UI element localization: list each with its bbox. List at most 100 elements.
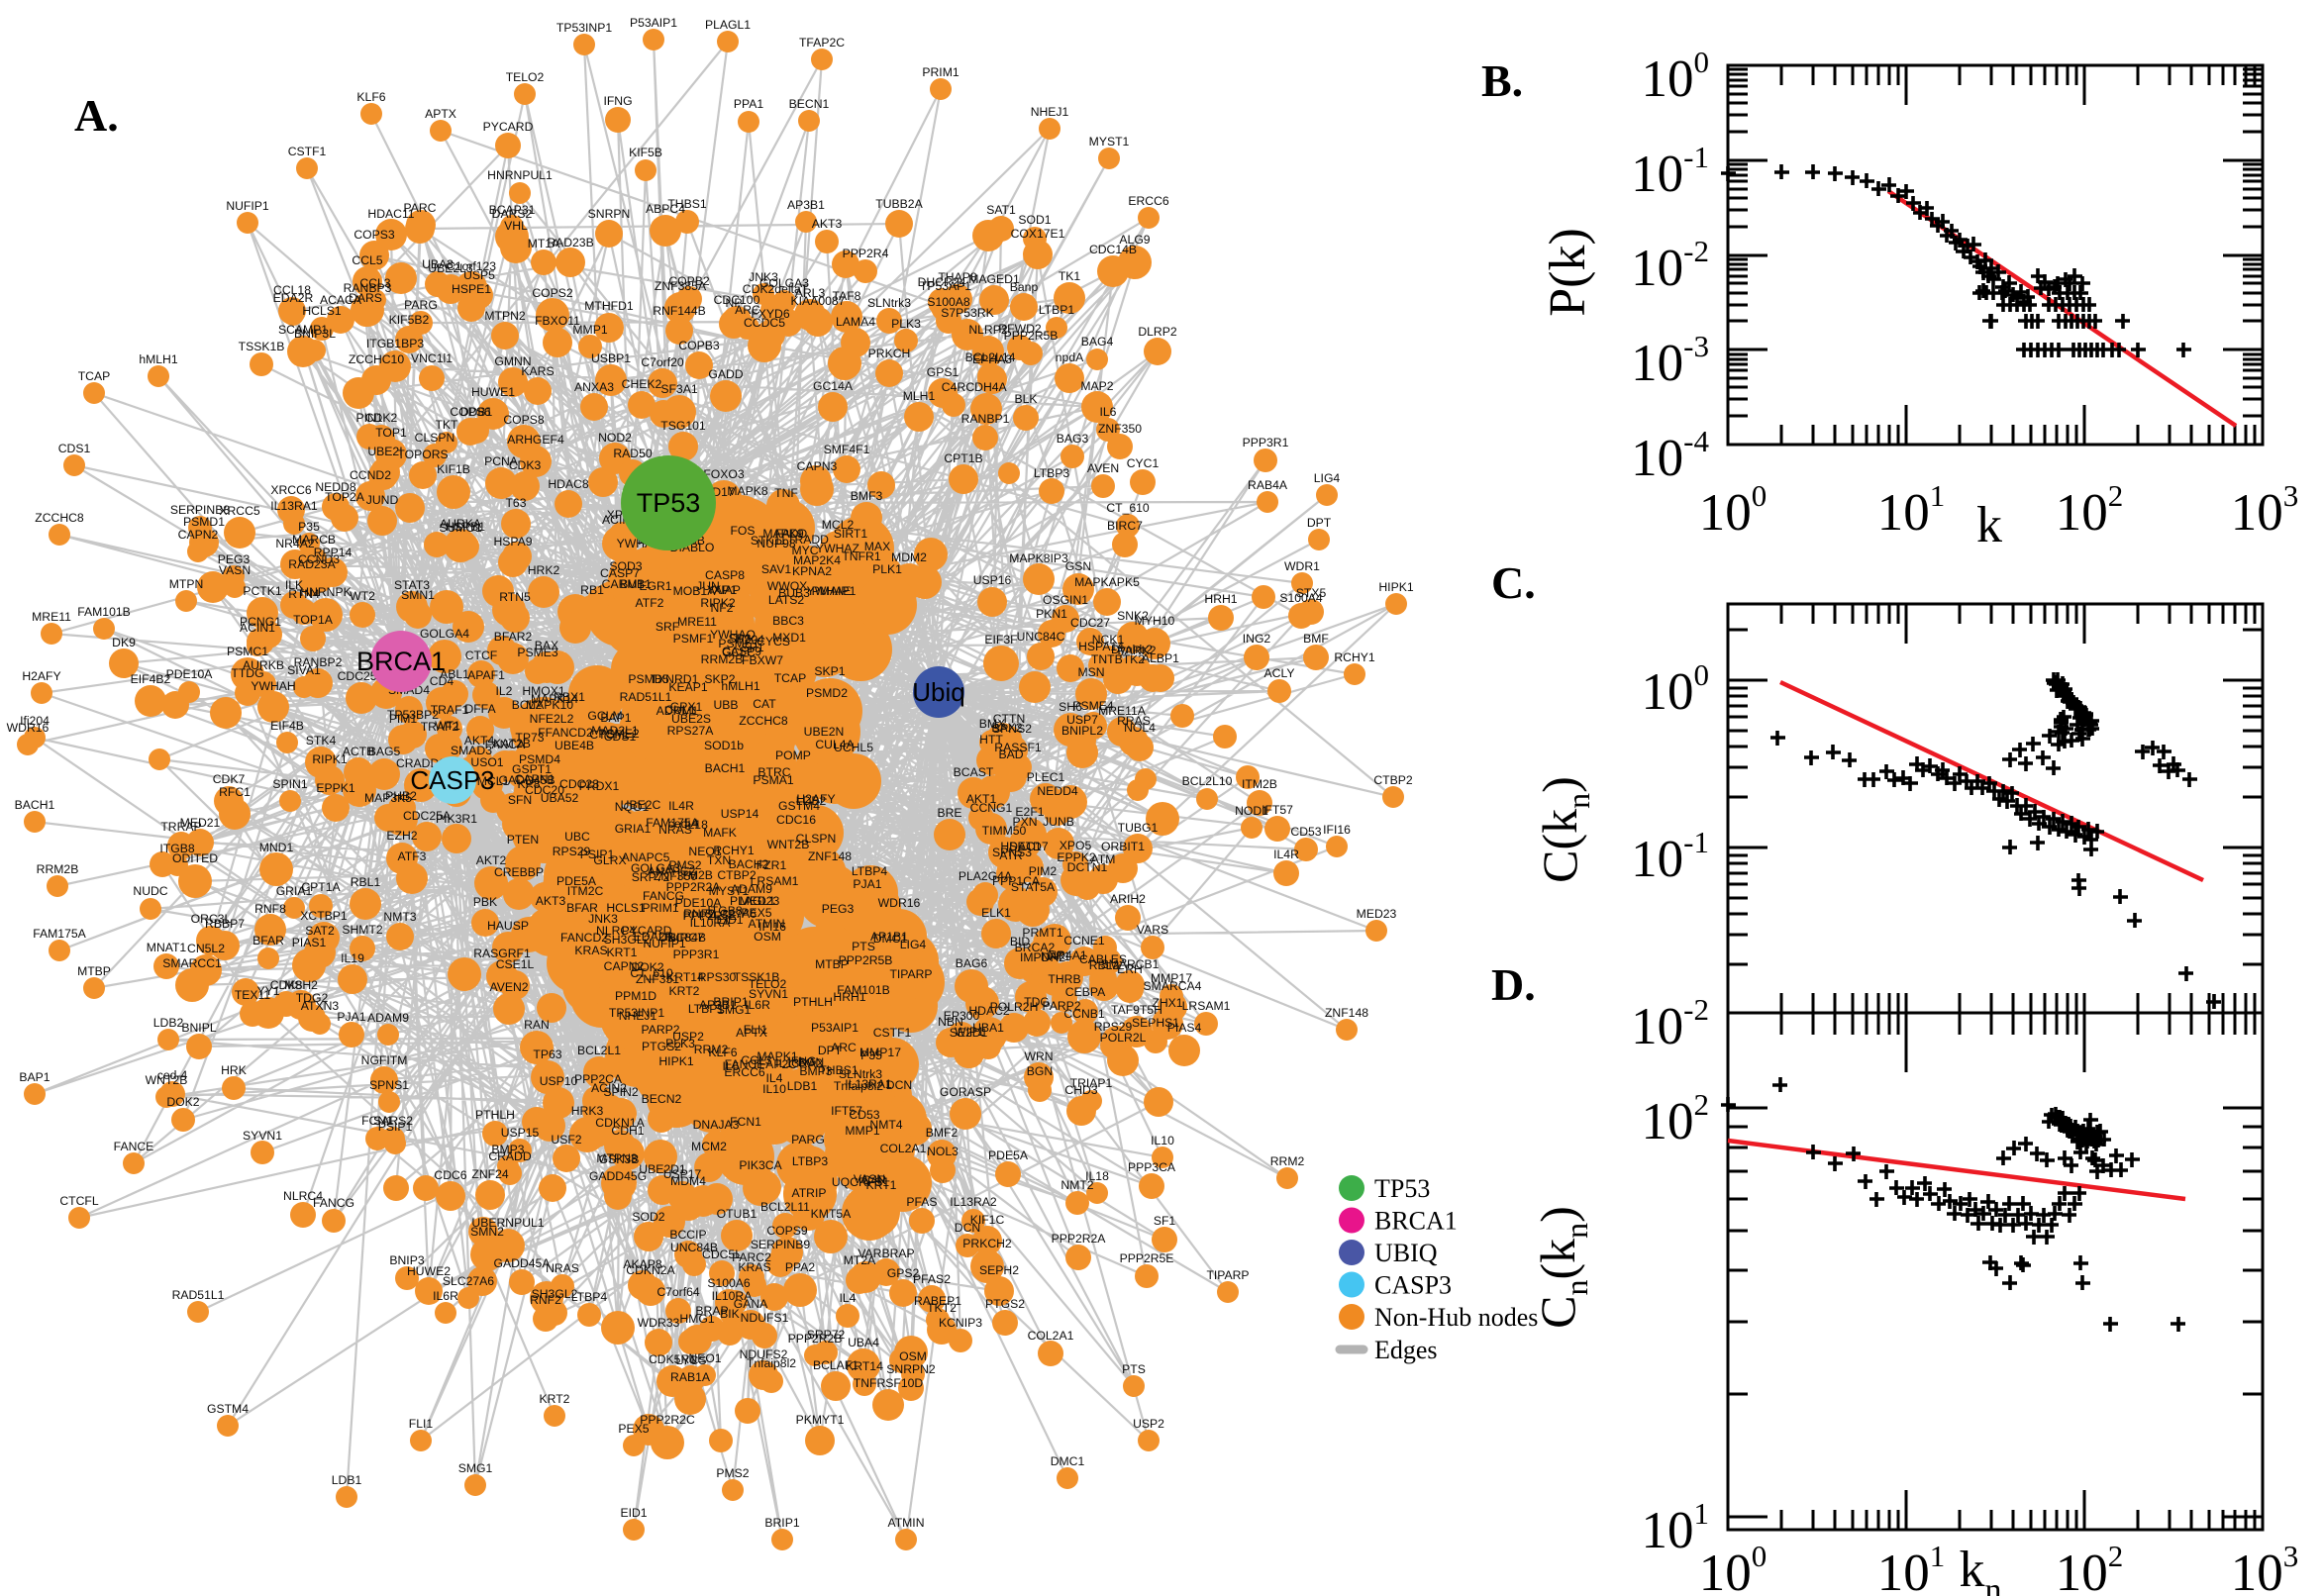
svg-text:USP2: USP2	[672, 1030, 704, 1044]
svg-text:NOD2: NOD2	[598, 431, 632, 445]
svg-text:ITGB8: ITGB8	[159, 842, 194, 855]
svg-text:BRCA1: BRCA1	[1374, 1207, 1458, 1236]
svg-text:TEX11: TEX11	[235, 988, 271, 1002]
svg-text:IL4R: IL4R	[1273, 848, 1299, 861]
svg-text:PDE5A: PDE5A	[988, 1148, 1029, 1162]
svg-text:RBL2: RBL2	[1089, 958, 1120, 972]
svg-text:CABLES: CABLES	[1079, 952, 1127, 966]
svg-text:HRH1: HRH1	[833, 990, 865, 1004]
svg-text:TOP1: TOP1	[375, 426, 407, 440]
svg-text:SEPH2: SEPH2	[979, 1263, 1019, 1277]
svg-text:ZCCHC8: ZCCHC8	[739, 714, 788, 728]
svg-text:MTBP: MTBP	[77, 964, 111, 978]
svg-text:BFAR: BFAR	[252, 934, 284, 948]
svg-text:MARCB: MARCB	[292, 533, 336, 547]
svg-text:OSM: OSM	[754, 930, 781, 944]
svg-text:RAD23B: RAD23B	[547, 236, 593, 249]
svg-text:BUB1: BUB1	[620, 577, 652, 591]
svg-text:CN5L2: CN5L2	[187, 942, 225, 955]
svg-text:LTBP3: LTBP3	[792, 1154, 829, 1168]
svg-text:WDR16: WDR16	[7, 721, 50, 735]
svg-text:CDK2deltaT: CDK2deltaT	[743, 282, 809, 296]
svg-text:PPM1D: PPM1D	[615, 989, 656, 1003]
svg-text:ANAPC2: ANAPC2	[648, 864, 696, 878]
svg-text:ZNF148: ZNF148	[808, 849, 852, 863]
svg-text:PEX5: PEX5	[741, 906, 771, 920]
svg-text:SOD1: SOD1	[1018, 213, 1051, 227]
svg-text:A.: A.	[74, 90, 119, 141]
svg-text:MYH10: MYH10	[1135, 614, 1175, 628]
svg-text:NLRP2: NLRP2	[968, 323, 1008, 337]
svg-text:P53AIP1: P53AIP1	[811, 1021, 858, 1035]
svg-text:PDE5A: PDE5A	[556, 874, 597, 888]
svg-text:FLI1: FLI1	[744, 1023, 768, 1037]
svg-text:MCM2: MCM2	[691, 1140, 727, 1153]
svg-text:GADD45G: GADD45G	[589, 1169, 647, 1183]
svg-text:LDB1: LDB1	[332, 1473, 362, 1487]
svg-text:CAPN3: CAPN3	[797, 459, 838, 473]
svg-text:PPP2R5E: PPP2R5E	[683, 909, 738, 923]
svg-text:ING2: ING2	[1243, 632, 1271, 646]
svg-text:SKP2: SKP2	[704, 672, 735, 686]
svg-text:DMC1: DMC1	[873, 932, 908, 946]
svg-text:LAMA4: LAMA4	[836, 315, 875, 329]
svg-text:RTN4: RTN4	[288, 587, 320, 601]
svg-text:BRE: BRE	[937, 806, 961, 820]
svg-text:Ifi204: Ifi204	[20, 714, 50, 728]
svg-text:ITM2C: ITM2C	[567, 884, 604, 898]
svg-text:CARM1: CARM1	[602, 577, 645, 591]
svg-text:FANCG: FANCG	[643, 889, 684, 903]
svg-text:PPP2R2B: PPP2R2B	[788, 1332, 843, 1346]
svg-text:FOXO3: FOXO3	[703, 467, 745, 481]
svg-text:CDS1: CDS1	[604, 730, 637, 744]
svg-text:BACH1: BACH1	[15, 798, 55, 812]
svg-text:LATS2: LATS2	[768, 593, 805, 607]
svg-text:HCLS1: HCLS1	[606, 901, 646, 915]
svg-text:VASN: VASN	[219, 563, 251, 577]
svg-text:SMARCB1: SMARCB1	[1101, 957, 1160, 971]
svg-text:EP300: EP300	[944, 1009, 980, 1023]
svg-text:ATM: ATM	[1091, 852, 1116, 866]
svg-text:SOD3: SOD3	[609, 559, 642, 573]
svg-text:COPS2: COPS2	[532, 286, 573, 300]
svg-text:FAM175A: FAM175A	[33, 927, 86, 941]
svg-text:HIPK1: HIPK1	[658, 1054, 693, 1068]
svg-text:BMF3: BMF3	[851, 489, 883, 503]
svg-text:MTPN3: MTPN3	[596, 1151, 638, 1165]
svg-text:Banp: Banp	[1010, 280, 1039, 294]
svg-text:DPT: DPT	[818, 1044, 843, 1057]
svg-text:SH3GL2: SH3GL2	[604, 933, 651, 947]
svg-text:USP10: USP10	[540, 1074, 578, 1088]
svg-text:RPS30: RPS30	[698, 970, 737, 984]
svg-text:TP53BP2: TP53BP2	[387, 708, 439, 722]
svg-text:S7P53RK: S7P53RK	[941, 306, 994, 320]
svg-text:CASP9: CASP9	[722, 645, 761, 658]
svg-text:TRADD: TRADD	[787, 533, 829, 547]
svg-text:TRRAP: TRRAP	[160, 820, 201, 834]
svg-text:FZR1: FZR1	[757, 858, 787, 872]
svg-text:BCAP31: BCAP31	[489, 203, 536, 217]
svg-text:PARC2: PARC2	[732, 1250, 771, 1264]
svg-text:CDC20: CDC20	[525, 783, 564, 797]
svg-text:ERCC6: ERCC6	[724, 1065, 765, 1079]
svg-text:PMAIP1: PMAIP1	[812, 584, 857, 598]
svg-text:CDKN2A: CDKN2A	[626, 1263, 675, 1277]
svg-text:BAX2: BAX2	[991, 721, 1022, 735]
svg-text:PPA1: PPA1	[734, 97, 763, 111]
svg-text:UBA3: UBA3	[422, 257, 454, 271]
svg-text:GADD: GADD	[708, 367, 743, 381]
svg-text:TSG101: TSG101	[660, 419, 706, 433]
svg-text:SAV1: SAV1	[761, 562, 791, 576]
svg-text:USP2: USP2	[1133, 1417, 1164, 1431]
svg-text:k: k	[1976, 497, 2002, 553]
svg-text:MAP2K4: MAP2K4	[793, 553, 841, 567]
svg-text:ATF2: ATF2	[636, 596, 664, 610]
svg-text:UBE2I: UBE2I	[367, 445, 402, 458]
svg-text:ARIH2: ARIH2	[1110, 892, 1146, 906]
svg-text:SCAMP1: SCAMP1	[278, 323, 328, 337]
svg-text:CRADD: CRADD	[488, 1149, 532, 1163]
svg-text:DPT: DPT	[1307, 516, 1332, 530]
svg-text:SPIN2: SPIN2	[603, 1085, 638, 1099]
svg-text:MNAT1: MNAT1	[147, 941, 187, 954]
svg-text:PIK3CA: PIK3CA	[739, 1158, 782, 1172]
